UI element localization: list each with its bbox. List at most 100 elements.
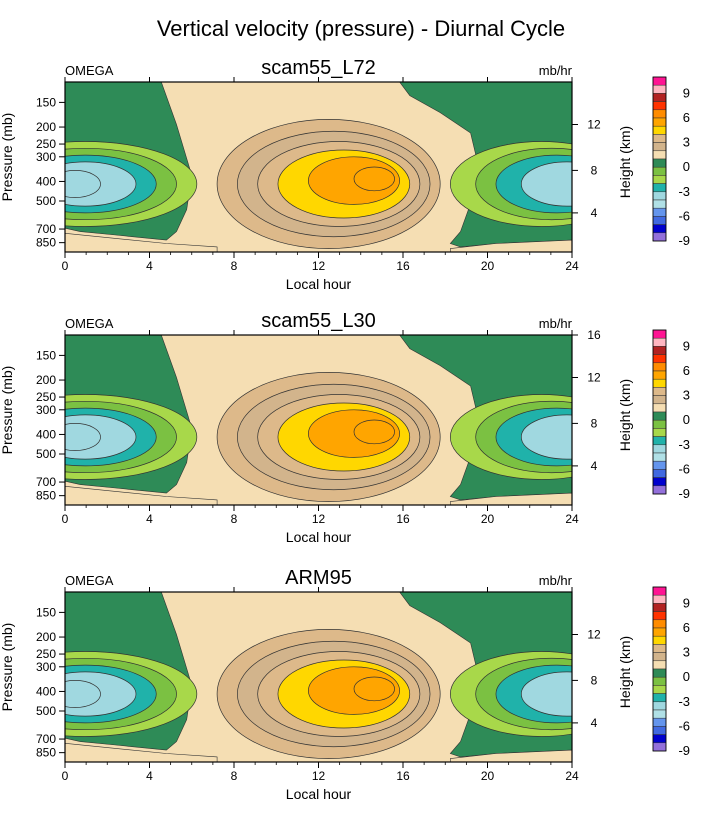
contour-up-core — [353, 676, 395, 702]
y-tick-label: 200 — [36, 120, 56, 134]
contour-left-core — [65, 680, 101, 708]
colorbar-segment — [652, 485, 667, 495]
colorbar-segment — [652, 142, 667, 152]
contour-left-core — [65, 170, 101, 198]
colorbar-tick-label: 6 — [683, 620, 690, 635]
y-tick-label: 400 — [36, 427, 56, 441]
x-tick-label: 0 — [62, 512, 69, 526]
colorbar-segment — [652, 676, 667, 686]
colorbar-tick-label: -9 — [678, 743, 690, 758]
y2-tick-label: 4 — [591, 459, 598, 473]
contour-right-3 — [520, 671, 572, 717]
colorbar-tick-label: -9 — [678, 233, 690, 248]
y2-axis-label: Height (km) — [617, 636, 633, 708]
contour-left-core — [65, 423, 101, 451]
y-tick-label: 300 — [36, 403, 56, 417]
y2-axis-label: Height (km) — [617, 379, 633, 451]
colorbar-segment — [652, 709, 667, 719]
figure-title: Vertical velocity (pressure) - Diurnal C… — [157, 16, 565, 41]
colorbar-segment — [652, 134, 667, 143]
colorbar-segment — [652, 477, 667, 487]
y2-tick-label: 4 — [591, 716, 598, 730]
x-tick-label: 8 — [231, 769, 238, 783]
x-tick-label: 16 — [396, 259, 410, 273]
y2-tick-label: 16 — [587, 328, 601, 342]
colorbar-segment — [652, 93, 667, 102]
y2-tick-label: 12 — [587, 371, 601, 385]
x-axis-label: Local hour — [286, 529, 352, 545]
colorbar-tick-label: 3 — [683, 645, 690, 660]
colorbar-segment — [652, 101, 667, 111]
colorbar-tick-label: 9 — [683, 338, 690, 353]
x-tick-label: 24 — [565, 512, 579, 526]
colorbar-tick-label: -3 — [678, 694, 690, 709]
y-tick-label: 250 — [36, 390, 56, 404]
contour-right-3 — [520, 414, 572, 460]
colorbar-segment — [652, 611, 667, 621]
x-tick-label: 20 — [481, 259, 495, 273]
colorbar-segment — [652, 452, 667, 462]
panel-right-label: mb/hr — [539, 316, 573, 331]
colorbar-segment — [652, 627, 667, 637]
y-axis-label: Pressure (mb) — [0, 113, 15, 202]
y2-tick-label: 12 — [587, 628, 601, 642]
colorbar-segment — [652, 166, 667, 176]
colorbar-segment — [652, 175, 667, 184]
colorbar-segment — [652, 594, 667, 604]
colorbar-segment — [652, 635, 667, 645]
colorbar-tick-label: 9 — [683, 595, 690, 610]
x-tick-label: 20 — [481, 769, 495, 783]
colorbar-segment — [652, 199, 667, 209]
colorbar-tick-label: 0 — [683, 412, 690, 427]
x-tick-label: 16 — [396, 512, 410, 526]
panel-scam55_L72: OMEGA scam55_L72 mb/hr 0 4 8 12 16 20 24 Local hou… — [0, 57, 690, 292]
colorbar-segment — [652, 84, 667, 94]
panel-left-label: OMEGA — [65, 573, 114, 588]
colorbar-segment — [652, 329, 667, 339]
colorbar-segment — [652, 734, 667, 744]
y-tick-label: 400 — [36, 174, 56, 188]
colorbar-segment — [652, 717, 667, 727]
y-tick-label: 850 — [36, 489, 56, 503]
x-tick-label: 12 — [312, 512, 326, 526]
colorbar-segment — [652, 216, 667, 225]
colorbar-frame — [652, 329, 667, 495]
contour-bottom-left — [65, 232, 218, 252]
x-tick-label: 20 — [481, 512, 495, 526]
y2-tick-label: 4 — [591, 206, 598, 220]
y-tick-label: 850 — [36, 236, 56, 250]
colorbar-segment — [652, 346, 667, 355]
panel-title: ARM95 — [285, 567, 352, 589]
y-tick-label: 700 — [36, 732, 56, 746]
panel-right-label: mb/hr — [539, 573, 573, 588]
colorbar-tick-label: -9 — [678, 486, 690, 501]
colorbar-segment — [652, 362, 667, 372]
y-tick-label: 300 — [36, 150, 56, 164]
panel-ARM95: OMEGA ARM95 mb/hr 0 4 8 12 16 20 24 Local hour 150 2… — [0, 567, 690, 802]
colorbar-segment — [652, 693, 667, 703]
colorbar-segment — [652, 207, 667, 217]
y-tick-label: 150 — [36, 348, 56, 362]
colorbar-tick-label: -3 — [678, 184, 690, 199]
y-tick-label: 250 — [36, 137, 56, 151]
x-axis-label: Local hour — [286, 276, 352, 292]
colorbar-tick-label: 0 — [683, 159, 690, 174]
colorbar-segment — [652, 644, 667, 653]
colorbar-segment — [652, 668, 667, 678]
colorbar-segment — [652, 469, 667, 478]
x-tick-label: 8 — [231, 259, 238, 273]
x-tick-label: 12 — [312, 769, 326, 783]
colorbar-segment — [652, 150, 667, 160]
colorbar-segment — [652, 619, 667, 629]
y-tick-label: 200 — [36, 373, 56, 387]
colorbar-segment — [652, 419, 667, 429]
y-tick-label: 300 — [36, 660, 56, 674]
panel-left-label: OMEGA — [65, 63, 114, 78]
x-tick-label: 24 — [565, 259, 579, 273]
y-tick-label: 700 — [36, 475, 56, 489]
panel-contours — [65, 592, 572, 762]
x-tick-label: 24 — [565, 769, 579, 783]
panel-right-label: mb/hr — [539, 63, 573, 78]
colorbar-tick-label: -6 — [678, 208, 690, 223]
